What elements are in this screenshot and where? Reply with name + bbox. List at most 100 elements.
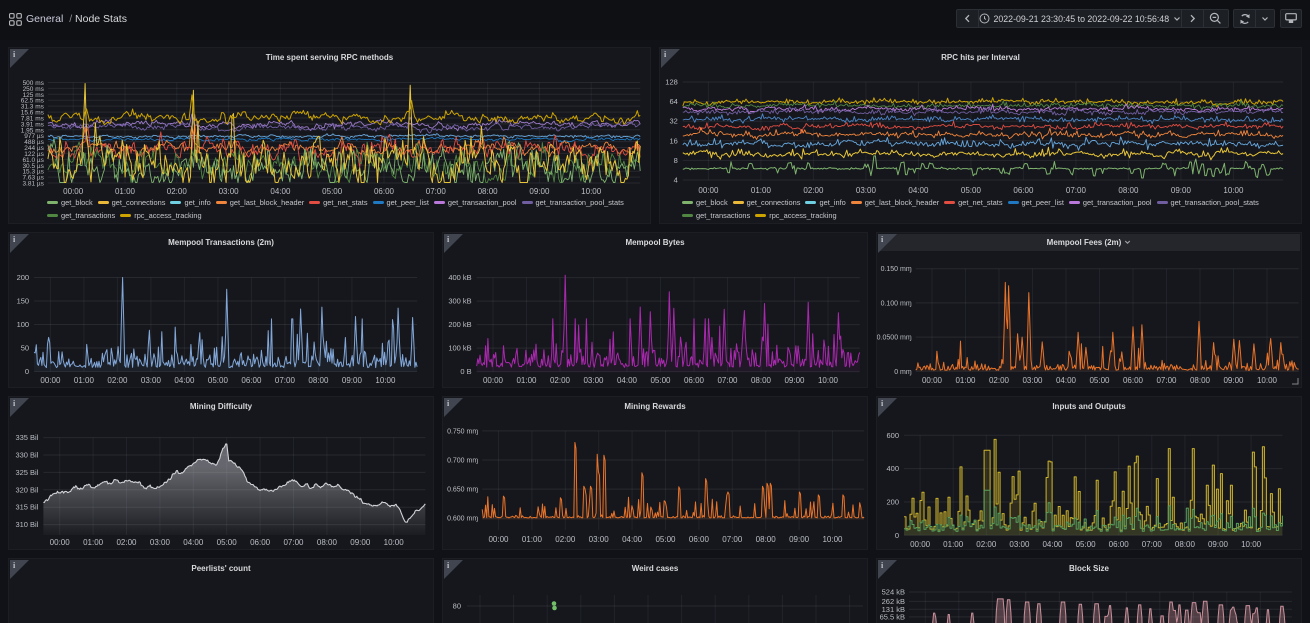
svg-text:06:00: 06:00 <box>241 376 262 385</box>
svg-text:09:00: 09:00 <box>784 376 805 385</box>
svg-text:06:00: 06:00 <box>1123 376 1144 385</box>
svg-text:09:00: 09:00 <box>1223 376 1244 385</box>
svg-text:1.95 ms: 1.95 ms <box>21 127 45 134</box>
svg-text:400: 400 <box>886 464 899 473</box>
svg-text:03:00: 03:00 <box>150 538 171 547</box>
svg-text:01:00: 01:00 <box>115 187 136 196</box>
svg-text:05:00: 05:00 <box>655 535 676 544</box>
svg-text:07:00: 07:00 <box>1156 376 1177 385</box>
svg-text:0.750 mɱ: 0.750 mɱ <box>447 428 478 435</box>
svg-text:488 µs: 488 µs <box>24 139 44 146</box>
svg-text:10:00: 10:00 <box>1223 186 1244 195</box>
svg-text:0: 0 <box>895 531 899 540</box>
svg-text:62.5 ms: 62.5 ms <box>21 98 45 105</box>
svg-text:330 Bil: 330 Bil <box>15 451 38 460</box>
svg-text:09:00: 09:00 <box>789 535 810 544</box>
svg-text:09:00: 09:00 <box>342 376 363 385</box>
svg-text:32: 32 <box>669 117 677 126</box>
svg-text:05:00: 05:00 <box>208 376 229 385</box>
svg-text:03:00: 03:00 <box>1009 540 1030 549</box>
svg-text:01:00: 01:00 <box>955 376 976 385</box>
svg-text:262 kB: 262 kB <box>882 597 905 606</box>
svg-text:7.63 µs: 7.63 µs <box>22 175 44 182</box>
svg-text:07:00: 07:00 <box>722 535 743 544</box>
svg-text:09:00: 09:00 <box>350 538 371 547</box>
svg-text:06:00: 06:00 <box>1109 540 1130 549</box>
svg-text:07:00: 07:00 <box>717 376 738 385</box>
svg-text:0.100 mɱ: 0.100 mɱ <box>881 300 912 307</box>
svg-text:04:00: 04:00 <box>183 538 204 547</box>
svg-text:06:00: 06:00 <box>250 538 271 547</box>
svg-text:05:00: 05:00 <box>1089 376 1110 385</box>
svg-text:0 mɱ: 0 mɱ <box>894 369 912 376</box>
svg-text:01:00: 01:00 <box>83 538 104 547</box>
svg-text:80: 80 <box>453 602 461 611</box>
svg-text:524 kB: 524 kB <box>882 588 905 597</box>
svg-text:10:00: 10:00 <box>581 187 602 196</box>
svg-text:01:00: 01:00 <box>74 376 95 385</box>
svg-text:01:00: 01:00 <box>522 535 543 544</box>
svg-text:06:00: 06:00 <box>689 535 710 544</box>
svg-text:335 Bil: 335 Bil <box>15 433 38 442</box>
svg-text:08:00: 08:00 <box>1118 186 1139 195</box>
svg-text:00:00: 00:00 <box>40 376 61 385</box>
svg-text:200: 200 <box>17 273 30 282</box>
svg-text:08:00: 08:00 <box>317 538 338 547</box>
svg-text:00:00: 00:00 <box>483 376 504 385</box>
svg-text:128: 128 <box>665 78 678 87</box>
svg-text:07:00: 07:00 <box>1066 186 1087 195</box>
svg-text:3.81 µs: 3.81 µs <box>22 181 44 188</box>
svg-text:325 Bil: 325 Bil <box>15 468 38 477</box>
svg-text:10:00: 10:00 <box>1241 540 1262 549</box>
svg-text:07:00: 07:00 <box>426 187 447 196</box>
svg-text:125 ms: 125 ms <box>23 92 45 99</box>
svg-text:00:00: 00:00 <box>698 186 719 195</box>
svg-text:4: 4 <box>674 176 678 185</box>
svg-text:05:00: 05:00 <box>650 376 671 385</box>
svg-text:600: 600 <box>886 431 899 440</box>
svg-text:08:00: 08:00 <box>308 376 329 385</box>
svg-text:04:00: 04:00 <box>174 376 195 385</box>
svg-text:02:00: 02:00 <box>555 535 576 544</box>
svg-text:30.5 µs: 30.5 µs <box>22 163 44 170</box>
svg-text:06:00: 06:00 <box>1013 186 1034 195</box>
svg-text:07:00: 07:00 <box>1142 540 1163 549</box>
svg-text:02:00: 02:00 <box>989 376 1010 385</box>
svg-text:122 µs: 122 µs <box>24 151 44 158</box>
svg-text:08:00: 08:00 <box>478 187 499 196</box>
svg-text:02:00: 02:00 <box>167 187 188 196</box>
svg-text:31.3 ms: 31.3 ms <box>21 104 45 111</box>
svg-text:01:00: 01:00 <box>751 186 772 195</box>
svg-text:03:00: 03:00 <box>1022 376 1043 385</box>
svg-text:00:00: 00:00 <box>63 187 84 196</box>
svg-text:00:00: 00:00 <box>488 535 509 544</box>
svg-text:15.3 µs: 15.3 µs <box>22 169 44 176</box>
svg-text:01:00: 01:00 <box>516 376 537 385</box>
svg-text:09:00: 09:00 <box>529 187 550 196</box>
svg-text:500 ms: 500 ms <box>23 80 45 87</box>
svg-text:08:00: 08:00 <box>756 535 777 544</box>
svg-text:200 kB: 200 kB <box>448 320 471 329</box>
svg-text:300 kB: 300 kB <box>448 297 471 306</box>
svg-text:0.150 mɱ: 0.150 mɱ <box>881 266 912 273</box>
svg-text:04:00: 04:00 <box>270 187 291 196</box>
svg-text:06:00: 06:00 <box>684 376 705 385</box>
svg-text:10:00: 10:00 <box>375 376 396 385</box>
svg-text:64: 64 <box>669 97 677 106</box>
svg-text:05:00: 05:00 <box>1076 540 1097 549</box>
svg-text:0.600 mɱ: 0.600 mɱ <box>447 516 478 523</box>
svg-text:04:00: 04:00 <box>617 376 638 385</box>
svg-text:00:00: 00:00 <box>922 376 943 385</box>
svg-text:16: 16 <box>669 136 677 145</box>
svg-text:977 µs: 977 µs <box>24 133 44 140</box>
svg-text:09:00: 09:00 <box>1171 186 1192 195</box>
svg-text:200: 200 <box>886 498 899 507</box>
svg-text:08:00: 08:00 <box>1190 376 1211 385</box>
svg-text:04:00: 04:00 <box>1056 376 1077 385</box>
svg-text:8: 8 <box>674 156 678 165</box>
svg-text:0: 0 <box>25 367 29 376</box>
svg-text:10:00: 10:00 <box>822 535 843 544</box>
svg-text:7.81 ms: 7.81 ms <box>21 116 45 123</box>
svg-text:06:00: 06:00 <box>374 187 395 196</box>
svg-text:02:00: 02:00 <box>976 540 997 549</box>
